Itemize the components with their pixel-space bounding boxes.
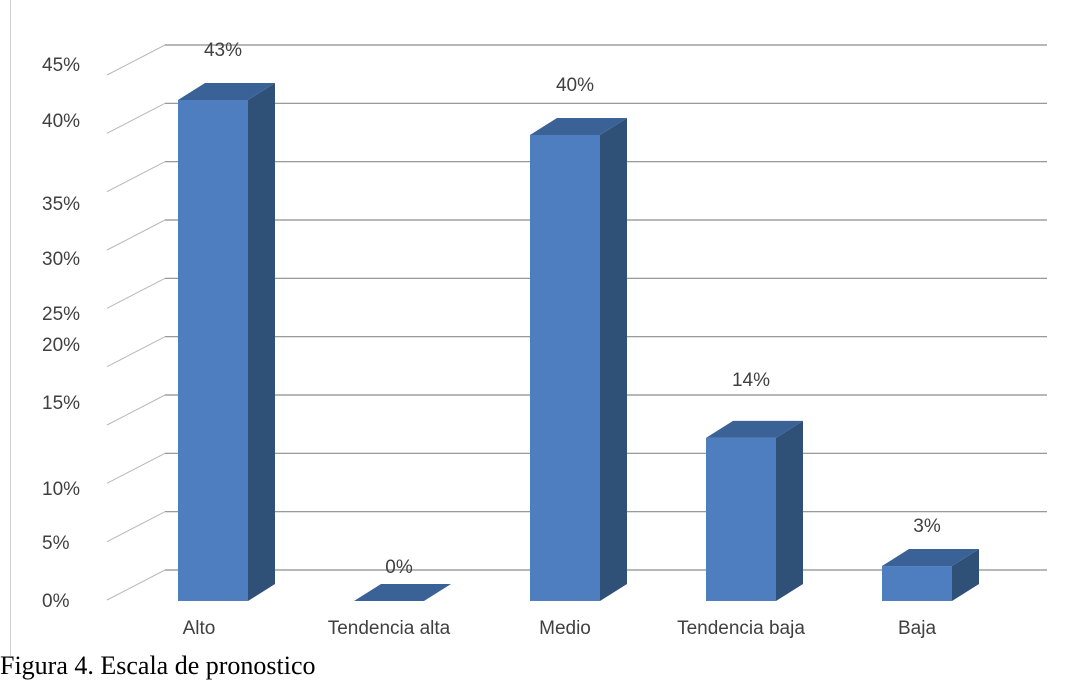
y-tick-label: 30% — [42, 249, 80, 270]
bar-front — [530, 134, 600, 601]
x-tick-label: Alto — [183, 618, 216, 639]
y-tick-label: 0% — [42, 591, 70, 612]
bar-top — [530, 117, 627, 135]
bar-front — [178, 100, 248, 601]
y-tick-label: 10% — [42, 479, 80, 500]
gridline-depth — [106, 394, 166, 426]
figure-caption: Figura 4. Escala de pronostico — [0, 651, 316, 680]
x-axis-tick-labels: Alto Tendencia alta Medio Tendencia baja Baj… — [183, 618, 937, 639]
gridline-depth — [106, 452, 166, 484]
bar — [706, 420, 803, 601]
x-tick-label: Tendencia baja — [677, 618, 805, 639]
gridline-depth — [106, 277, 166, 309]
gridline-depth — [106, 511, 166, 543]
bar-front — [882, 566, 952, 601]
y-tick-label: 45% — [42, 55, 80, 76]
x-tick-label: Medio — [539, 618, 591, 639]
bar — [178, 83, 275, 601]
bar-side — [600, 117, 627, 601]
y-tick-label: 20% — [42, 335, 80, 356]
y-axis-tick-labels: 0% 5% 10% 15% 20% 25% 30% 35% 40% 45% — [42, 55, 80, 612]
data-label: 40% — [556, 75, 594, 96]
gridline-depth — [106, 336, 166, 368]
y-tick-label: 15% — [42, 393, 80, 414]
bar — [882, 549, 979, 601]
bar-side — [248, 83, 275, 601]
bar-front — [706, 437, 776, 601]
bar-top — [882, 549, 979, 567]
bar-top — [706, 420, 803, 438]
y-tick-label: 35% — [42, 194, 80, 215]
data-label: 0% — [385, 557, 413, 578]
bar-top — [354, 584, 451, 601]
bar — [354, 584, 451, 601]
bar-top — [178, 83, 275, 100]
x-tick-label: Tendencia alta — [328, 618, 451, 639]
data-label: 43% — [204, 40, 242, 61]
bars — [178, 83, 979, 601]
y-tick-label: 5% — [42, 533, 70, 554]
gridline-depth — [106, 569, 166, 601]
data-label: 3% — [913, 516, 941, 537]
bar — [530, 117, 627, 601]
y-tick-label: 25% — [42, 304, 80, 325]
gridline-depth — [106, 102, 166, 134]
data-label: 14% — [732, 370, 770, 391]
y-tick-label: 40% — [42, 111, 80, 132]
gridline-depth — [106, 161, 166, 193]
x-tick-label: Baja — [898, 618, 936, 639]
bar-chart: 0% 5% 10% 15% 20% 25% 30% 35% 40% 45% 43% 0% 40% 14%… — [42, 40, 1047, 639]
bar-side — [952, 549, 979, 601]
left-border — [10, 0, 11, 656]
gridline-depth — [106, 219, 166, 251]
gridline-depth — [106, 44, 166, 76]
data-labels: 43% 0% 40% 14% 3% — [204, 40, 941, 578]
bar-side — [776, 420, 803, 601]
